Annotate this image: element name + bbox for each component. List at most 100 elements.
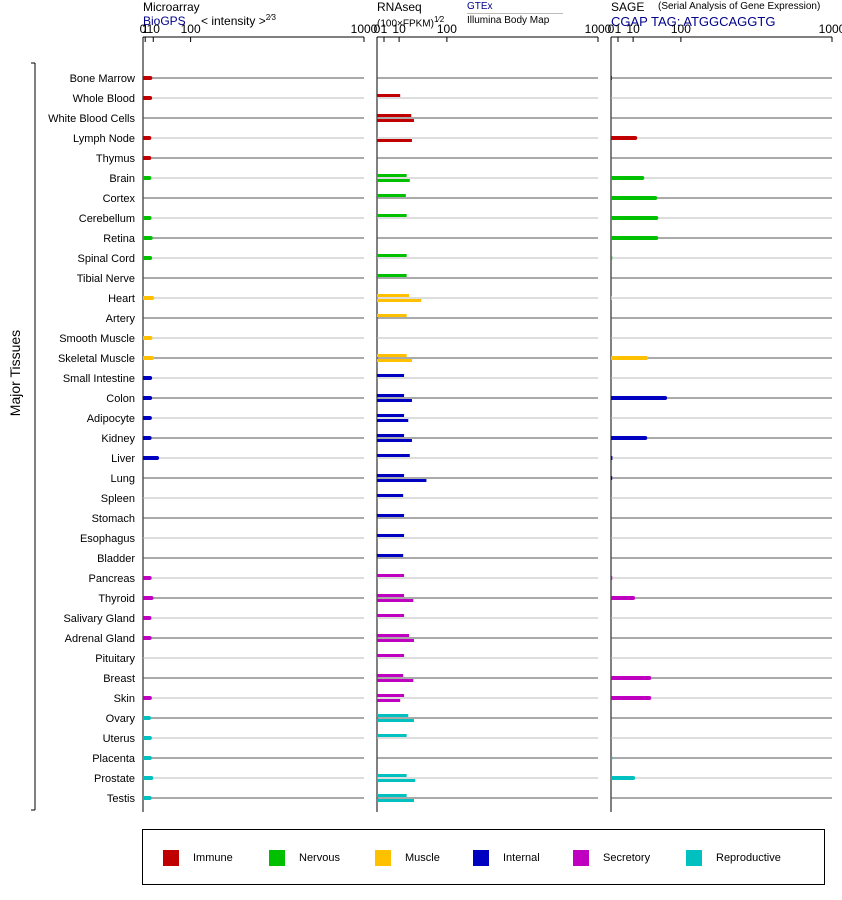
illumina-label: Illumina Body Map [467, 15, 550, 26]
bar-sage [611, 436, 646, 440]
bar-rnaseq [377, 474, 405, 477]
bar-cap-sage [631, 776, 636, 780]
bar-rnaseq [377, 434, 405, 437]
bar-cap-microarray [149, 356, 154, 360]
microarray-units: < intensity >2⁄3 [201, 13, 276, 28]
sage-tag: CGAP TAG: ATGGCAGGTG [611, 14, 776, 29]
bar-cap-microarray [147, 416, 152, 420]
bar-cap-microarray [147, 696, 152, 700]
bar-rnaseq [377, 714, 409, 717]
x-tick-label-rnaseq: 100 [437, 22, 457, 36]
category-label: Placenta [92, 753, 136, 765]
category-label: Uterus [103, 733, 136, 745]
bar-microarray [143, 236, 151, 240]
sage-title-note: (Serial Analysis of Gene Expression) [658, 1, 821, 12]
legend: Immune Nervous Muscle Internal Secretory Repr… [142, 829, 825, 885]
gtex-label[interactable]: GTEx [467, 1, 493, 12]
x-tick-label-sage: 10 [626, 22, 640, 36]
bar-rnaseq [377, 94, 401, 97]
bar-microarray [143, 156, 150, 160]
bar-microarray [143, 456, 158, 460]
x-tick-label-sage: 1000 [819, 22, 842, 36]
category-label: Colon [106, 393, 135, 405]
bar-sage [611, 576, 613, 580]
bar-microarray [143, 576, 150, 580]
bar-rnaseq [377, 299, 422, 302]
category-label: Cortex [103, 193, 136, 205]
category-label: Thymus [96, 153, 136, 165]
bar-cap-sage [654, 216, 659, 220]
bar-cap-microarray [147, 796, 152, 800]
bar-rnaseq [377, 574, 405, 577]
bar-rnaseq [377, 654, 405, 657]
legend-label: Muscle [405, 852, 440, 864]
bar-rnaseq [377, 494, 404, 497]
category-label: Lymph Node [73, 133, 135, 145]
x-tick-label-microarray: 10 [147, 22, 161, 36]
rnaseq-units-exp: 1⁄2 [433, 15, 445, 24]
bar-rnaseq [377, 734, 407, 737]
legend-swatch [686, 850, 702, 866]
category-label: Adipocyte [87, 413, 135, 425]
legend-label: Immune [193, 852, 233, 864]
bar-rnaseq [377, 674, 404, 677]
x-tick-label-microarray: 1000 [351, 22, 378, 36]
bar-rnaseq [377, 554, 404, 557]
microarray-units-exp: 2⁄3 [265, 13, 276, 22]
bar-microarray [143, 356, 152, 360]
category-label: Smooth Muscle [59, 333, 135, 345]
x-tick-label-rnaseq: 10 [392, 22, 406, 36]
category-label: Ovary [106, 713, 136, 725]
bar-microarray [143, 636, 150, 640]
bar-cap-microarray [155, 456, 160, 460]
bar-rnaseq [377, 594, 405, 597]
bar-rnaseq [377, 699, 401, 702]
bar-rnaseq [377, 419, 409, 422]
category-label: Stomach [92, 513, 135, 525]
bar-rnaseq [377, 719, 414, 722]
bar-cap-microarray [147, 436, 152, 440]
legend-label: Secretory [603, 852, 651, 864]
bar-microarray [143, 396, 151, 400]
bar-rnaseq [377, 174, 407, 177]
x-tick-label-sage: 0 [608, 22, 615, 36]
category-label: Thyroid [98, 593, 135, 605]
bar-sage [611, 296, 612, 300]
bar-cap-microarray [148, 76, 153, 80]
bar-rnaseq [377, 359, 412, 362]
bar-cap-sage [643, 436, 648, 440]
x-tick-label-rnaseq: 1 [381, 22, 388, 36]
bar-sage [611, 136, 636, 140]
bar-microarray [143, 216, 150, 220]
bar-sage [611, 196, 656, 200]
bar-microarray [143, 596, 152, 600]
bar-microarray [143, 136, 150, 140]
legend-swatch [375, 850, 391, 866]
x-tick-label-microarray: 100 [181, 22, 201, 36]
legend-swatch [573, 850, 589, 866]
category-label: Small Intestine [63, 373, 135, 385]
bar-rnaseq [377, 114, 412, 117]
bar-rnaseq [377, 534, 405, 537]
bar-cap-microarray [148, 236, 153, 240]
microarray-source-link[interactable]: BioGPS [143, 14, 186, 28]
bar-rnaseq [377, 639, 414, 642]
category-label: Pancreas [89, 573, 136, 585]
bar-sage [611, 356, 646, 360]
bar-rnaseq [377, 779, 416, 782]
bar-cap-microarray [147, 176, 152, 180]
category-label: Heart [108, 293, 135, 305]
bar-rnaseq [377, 374, 405, 377]
bar-microarray [143, 376, 151, 380]
rnaseq-title: RNAseq [377, 0, 422, 14]
bar-microarray [143, 696, 150, 700]
bar-sage [611, 216, 657, 220]
bar-sage [611, 236, 657, 240]
bar-cap-microarray [147, 716, 152, 720]
legend-label: Internal [503, 852, 540, 864]
category-label: White Blood Cells [48, 113, 135, 125]
bar-microarray [143, 96, 151, 100]
category-label: Spinal Cord [78, 253, 135, 265]
category-label: Artery [106, 313, 136, 325]
